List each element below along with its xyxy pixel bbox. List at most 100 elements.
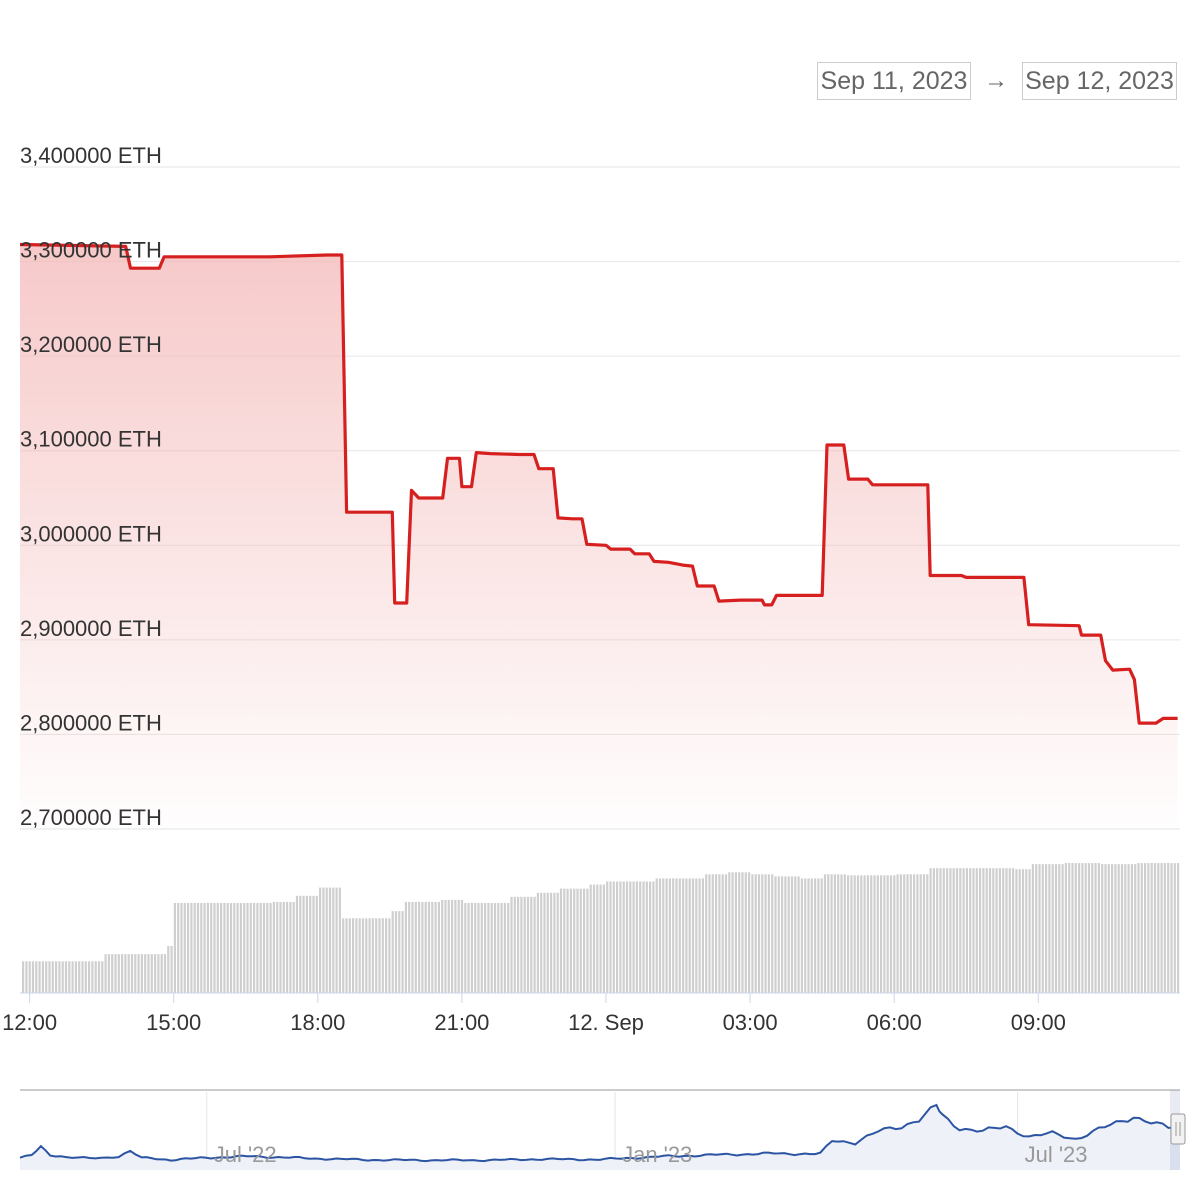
volume-bar: [850, 875, 853, 993]
volume-bar: [972, 868, 975, 993]
volume-bar: [328, 887, 332, 993]
volume-bar: [355, 918, 358, 993]
volume-bar: [388, 918, 391, 993]
volume-bar: [203, 902, 206, 993]
volume-bar: [606, 881, 609, 993]
range-from-input[interactable]: Sep 11, 2023: [817, 62, 971, 100]
volume-bar: [903, 874, 906, 993]
volume-bar: [421, 901, 424, 993]
volume-bar: [916, 874, 919, 993]
volume-bar: [559, 888, 563, 993]
volume-bar: [975, 868, 978, 993]
volume-bar: [1147, 863, 1150, 993]
volume-bar: [68, 961, 71, 993]
volume-bar: [1028, 869, 1031, 993]
volume-bar: [1120, 864, 1124, 993]
x-tick-label: 15:00: [146, 1010, 201, 1035]
volume-bar: [655, 878, 658, 993]
volume-bar: [226, 902, 229, 993]
volume-bar: [35, 961, 38, 993]
volume-bar: [117, 954, 120, 993]
volume-bar: [58, 961, 61, 993]
x-tick-label: 21:00: [434, 1010, 489, 1035]
price-area-fill: [20, 244, 1178, 829]
volume-bar: [1002, 868, 1005, 993]
volume-bar: [88, 961, 91, 993]
volume-bar: [322, 887, 325, 993]
volume-bar: [1177, 863, 1180, 993]
volume-bar: [1005, 868, 1008, 993]
volume-bar: [995, 868, 998, 993]
volume-bar: [101, 961, 104, 993]
volume-bar: [804, 878, 807, 993]
navigator-handle-right[interactable]: [1170, 1113, 1186, 1145]
volume-bar: [1134, 864, 1137, 993]
volume-bar: [530, 896, 533, 993]
volume-bar: [734, 872, 737, 993]
volume-bar: [1021, 869, 1025, 993]
volume-bar: [586, 888, 589, 993]
volume-bar: [223, 902, 226, 993]
volume-bar: [919, 874, 922, 993]
volume-bar: [378, 918, 381, 993]
volume-bar: [1045, 864, 1048, 993]
volume-bar: [866, 875, 869, 993]
volume-bar: [398, 911, 401, 993]
volume-bar: [893, 875, 896, 993]
volume-bar: [130, 954, 134, 993]
volume-bar: [200, 902, 203, 993]
range-to-input[interactable]: Sep 12, 2023: [1022, 62, 1177, 100]
volume-bar: [325, 887, 328, 993]
volume-bar: [876, 875, 879, 993]
volume-bar: [715, 874, 718, 993]
volume-bar: [137, 954, 140, 993]
volume-bar: [1081, 863, 1084, 993]
volume-bar: [748, 872, 751, 993]
volume-bar: [319, 887, 322, 993]
volume-bar: [229, 902, 233, 993]
volume-bar: [332, 887, 335, 993]
volume-bar: [460, 899, 464, 993]
volume-bar: [1074, 863, 1077, 993]
volume-bar: [774, 876, 777, 993]
y-tick-label: 3,200000 ETH: [20, 332, 162, 357]
volume-bar: [721, 874, 724, 993]
volume-bar: [1157, 863, 1160, 993]
volume-bar: [1041, 864, 1044, 993]
volume-bar: [827, 874, 830, 993]
volume-bar: [447, 899, 450, 993]
volume-bar: [147, 954, 150, 993]
volume-bar: [926, 874, 929, 993]
volume-bar: [982, 868, 985, 993]
volume-bar: [385, 918, 388, 993]
volume-bar: [969, 868, 972, 993]
volume-bar: [84, 961, 87, 993]
volume-bar: [510, 896, 513, 993]
volume-bar: [487, 902, 490, 993]
navigator[interactable]: Jul '22 Jan '23 Jul '23: [19, 1089, 1186, 1170]
volume-bar: [1061, 864, 1064, 993]
volume-bar: [1127, 864, 1130, 993]
volume-bar: [154, 954, 157, 993]
volume-bar: [1054, 864, 1058, 993]
volume-bar: [711, 874, 714, 993]
volume-bar: [170, 945, 173, 993]
volume-bar: [988, 868, 992, 993]
volume-bar: [484, 902, 487, 993]
volume-bar: [216, 902, 219, 993]
volume-bar: [45, 961, 48, 993]
volume-bar: [632, 881, 635, 993]
volume-bar: [906, 874, 909, 993]
x-tick-label: 03:00: [723, 1010, 778, 1035]
x-tick-label: 18:00: [290, 1010, 345, 1035]
volume-bar: [602, 884, 605, 993]
volume-bar: [114, 954, 117, 993]
volume-bar: [55, 961, 58, 993]
volume-bar: [48, 961, 51, 993]
volume-bar: [1117, 864, 1120, 993]
volume-bar: [64, 961, 68, 993]
volume-bar: [25, 961, 28, 993]
volume-bar: [391, 911, 394, 993]
volume-bar: [639, 881, 642, 993]
